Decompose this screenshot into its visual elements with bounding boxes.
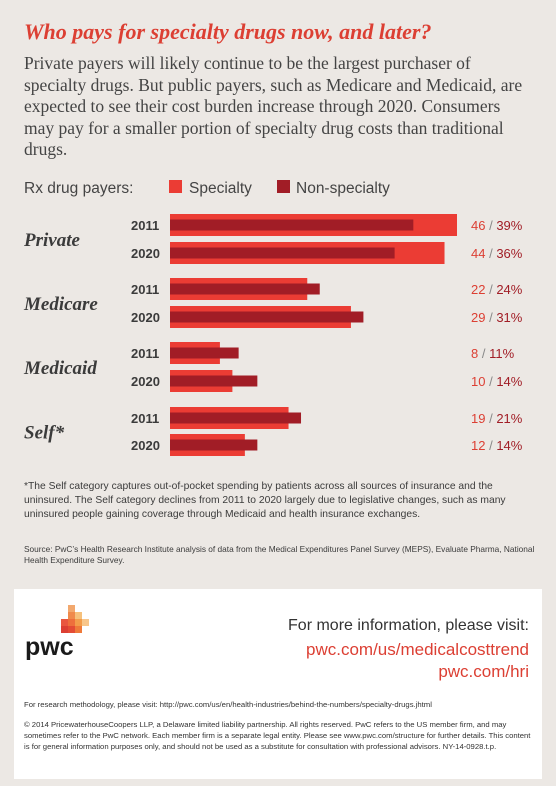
value-specialty: 8 bbox=[471, 346, 478, 361]
bar-nonspecialty bbox=[170, 412, 302, 424]
value-nonspecialty: 11% bbox=[489, 346, 514, 361]
bar-nonspecialty bbox=[170, 347, 239, 359]
value-specialty: 46 bbox=[471, 218, 485, 233]
year-label: 2011 bbox=[131, 346, 159, 361]
bar-nonspecialty bbox=[170, 283, 320, 295]
year-label: 2020 bbox=[131, 374, 160, 389]
source-note: Source: PwC’s Health Research Institute … bbox=[24, 544, 535, 565]
link-hri[interactable]: pwc.com/hri bbox=[438, 662, 529, 681]
value-specialty: 19 bbox=[471, 411, 485, 426]
bar-nonspecialty bbox=[170, 311, 364, 323]
page-title: Who pays for specialty drugs now, and la… bbox=[24, 19, 432, 44]
legend-specialty: Specialty bbox=[189, 180, 252, 197]
value-separator: / bbox=[485, 218, 496, 233]
group-label: Medicare bbox=[23, 294, 98, 315]
value-nonspecialty: 31% bbox=[496, 310, 522, 325]
value-nonspecialty: 39% bbox=[496, 218, 522, 233]
pwc-logo: pwc bbox=[24, 605, 104, 665]
value-specialty: 12 bbox=[471, 438, 485, 453]
bar-nonspecialty bbox=[170, 219, 414, 231]
year-label: 2011 bbox=[131, 411, 159, 426]
value-specialty: 29 bbox=[471, 310, 485, 325]
intro-paragraph: Private payers will likely continue to b… bbox=[24, 53, 523, 159]
pwc-wordmark: pwc bbox=[25, 633, 74, 661]
value-label: 8 / 11% bbox=[471, 346, 515, 361]
value-nonspecialty: 24% bbox=[496, 282, 522, 297]
value-specialty: 10 bbox=[471, 374, 485, 389]
legend-nonspecialty: Non-specialty bbox=[296, 180, 390, 197]
year-label: 2020 bbox=[131, 310, 160, 325]
value-separator: / bbox=[485, 438, 496, 453]
year-label: 2020 bbox=[131, 438, 160, 453]
year-label: 2020 bbox=[131, 246, 160, 261]
bar-nonspecialty bbox=[170, 439, 258, 451]
value-label: 19 / 21% bbox=[471, 411, 523, 426]
value-separator: / bbox=[485, 246, 496, 261]
value-separator: / bbox=[485, 411, 496, 426]
year-label: 2011 bbox=[131, 282, 159, 297]
group-label: Private bbox=[23, 230, 80, 251]
value-label: 10 / 14% bbox=[471, 374, 523, 389]
value-specialty: 44 bbox=[471, 246, 485, 261]
value-specialty: 22 bbox=[471, 282, 485, 297]
year-label: 2011 bbox=[131, 218, 159, 233]
bar-nonspecialty bbox=[170, 375, 258, 387]
legend-label: Rx drug payers: bbox=[24, 180, 134, 197]
value-separator: / bbox=[478, 346, 489, 361]
payer-bar-chart: Private 2011 46 / 39% 2020 44 / 36% Medicare 2… bbox=[23, 214, 523, 456]
value-separator: / bbox=[485, 374, 496, 389]
value-nonspecialty: 21% bbox=[496, 411, 522, 426]
footer-panel: pwc For more information, please visit: … bbox=[14, 589, 542, 779]
value-label: 22 / 24% bbox=[471, 282, 523, 297]
legend-swatch-nonspecialty bbox=[277, 180, 290, 193]
legend-swatch-specialty bbox=[169, 180, 182, 193]
copyright-note: © 2014 PricewaterhouseCoopers LLP, a Del… bbox=[24, 720, 531, 751]
value-separator: / bbox=[485, 310, 496, 325]
methodology-note: For research methodology, please visit: … bbox=[24, 700, 432, 709]
group-label: Self* bbox=[24, 423, 65, 444]
value-nonspecialty: 14% bbox=[496, 374, 522, 389]
link-medicalcosttrend[interactable]: pwc.com/us/medicalcosttrend bbox=[306, 640, 529, 659]
bar-nonspecialty bbox=[170, 247, 395, 259]
value-separator: / bbox=[485, 282, 496, 297]
value-label: 46 / 39% bbox=[471, 218, 523, 233]
footnote: *The Self category captures out-of-pocke… bbox=[24, 481, 506, 520]
more-info-text: For more information, please visit: bbox=[288, 617, 529, 634]
pwc-logo-mark-icon: pwc bbox=[25, 605, 89, 661]
value-label: 12 / 14% bbox=[471, 438, 523, 453]
value-label: 29 / 31% bbox=[471, 310, 523, 325]
group-label: Medicaid bbox=[23, 358, 97, 379]
value-label: 44 / 36% bbox=[471, 246, 523, 261]
value-nonspecialty: 36% bbox=[496, 246, 522, 261]
value-nonspecialty: 14% bbox=[496, 438, 522, 453]
